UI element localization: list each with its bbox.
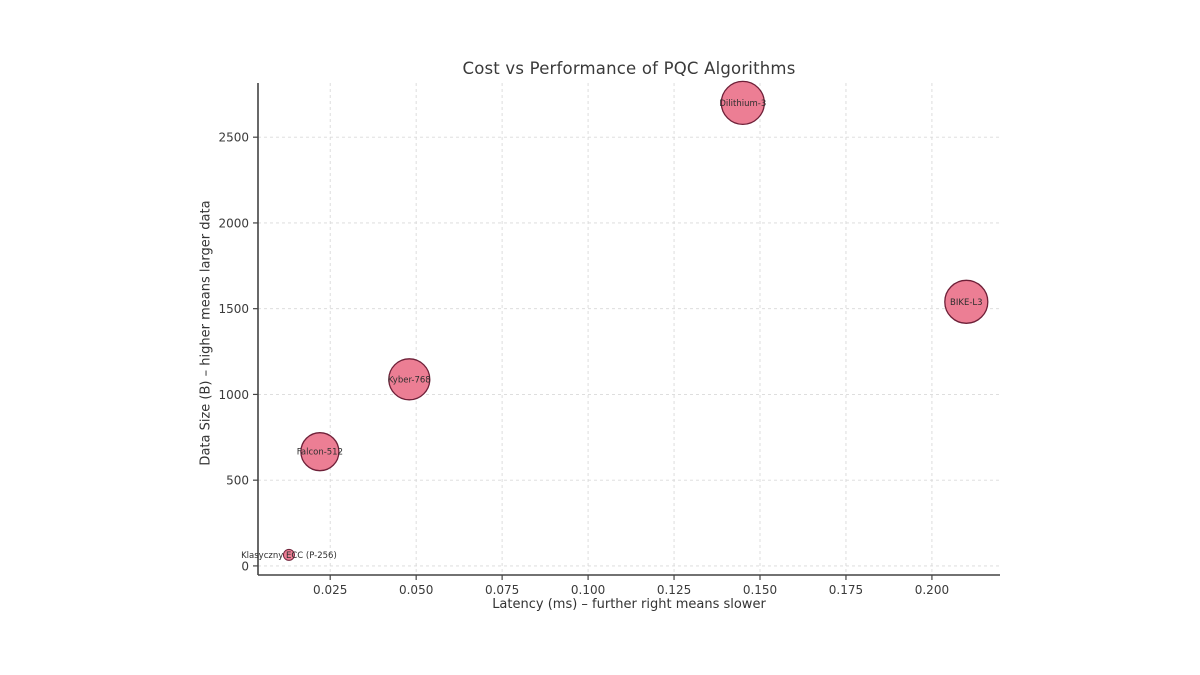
y-tick-label: 1000	[218, 388, 249, 402]
x-tick-label: 0.125	[657, 583, 691, 597]
data-point-label: Klasyczny ECC (P-256)	[241, 551, 337, 561]
x-tick-label: 0.025	[313, 583, 347, 597]
data-bubble	[388, 358, 431, 401]
data-bubble	[720, 80, 765, 126]
x-tick-label: 0.075	[485, 583, 519, 597]
x-tick-label: 0.100	[571, 583, 605, 597]
data-point-label: Falcon-512	[297, 448, 343, 458]
data-bubble	[944, 279, 989, 324]
x-tick-label: 0.050	[399, 583, 433, 597]
y-tick-label: 0	[241, 559, 249, 573]
x-tick-label: 0.200	[915, 583, 949, 597]
y-tick-label: 2000	[218, 216, 249, 230]
x-axis-label: Latency (ms) – further right means slowe…	[492, 597, 766, 612]
y-tick-label: 500	[226, 474, 249, 488]
data-point-label: Kyber-768	[388, 375, 431, 385]
chart-title: Cost vs Performance of PQC Algorithms	[462, 59, 796, 78]
x-tick-label: 0.175	[829, 583, 863, 597]
data-point-label: Dilithium-3	[719, 99, 766, 109]
x-tick-label: 0.150	[743, 583, 777, 597]
y-tick-label: 1500	[218, 302, 249, 316]
data-bubble	[300, 432, 340, 472]
data-point-label: BIKE-L3	[950, 298, 983, 308]
y-tick-label: 2500	[218, 131, 249, 145]
data-bubble	[282, 548, 295, 561]
